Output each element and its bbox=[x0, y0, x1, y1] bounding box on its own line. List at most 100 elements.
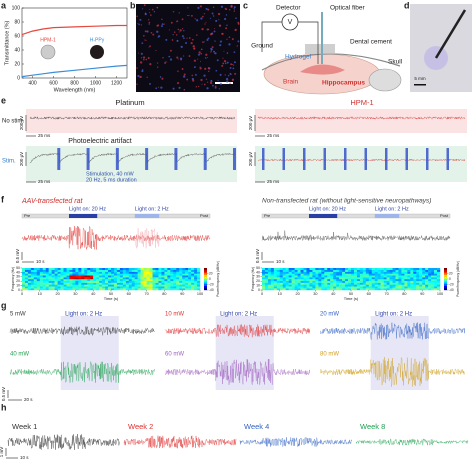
spectrogram-cell bbox=[111, 275, 115, 278]
spectrogram-cell bbox=[176, 275, 180, 278]
spectrogram-cell bbox=[134, 288, 138, 291]
spectrogram-cell bbox=[404, 284, 408, 287]
spectrogram-cell bbox=[345, 277, 349, 280]
cell-dot bbox=[183, 37, 185, 40]
spectrogram-cell bbox=[69, 286, 73, 289]
x-tick-label: 1000 bbox=[90, 80, 101, 86]
light-on bbox=[374, 214, 400, 218]
spectrogram-cell bbox=[371, 277, 375, 280]
spectrogram-cell bbox=[119, 273, 124, 276]
spectrogram-cell bbox=[57, 271, 61, 274]
spectrogram-cell bbox=[386, 288, 390, 291]
spectrogram-cell bbox=[276, 286, 280, 289]
x-axis-label: Time (s) bbox=[104, 296, 119, 301]
spectrogram-cell bbox=[389, 275, 393, 278]
spectrogram-cell bbox=[108, 286, 112, 289]
spectrogram-cell bbox=[84, 277, 88, 280]
spectrogram-cell bbox=[294, 271, 298, 274]
spectrogram-cell bbox=[66, 271, 70, 274]
spectrogram-cell bbox=[428, 273, 432, 276]
spectrogram-cell bbox=[425, 277, 429, 280]
cell-dot bbox=[146, 76, 148, 78]
spectrogram-cell bbox=[437, 277, 441, 280]
spectrogram-cell bbox=[63, 277, 67, 280]
cell-dot bbox=[192, 45, 195, 48]
cell-dot bbox=[186, 37, 188, 39]
spectrogram-cell bbox=[93, 286, 97, 289]
spectrogram-cell bbox=[42, 282, 46, 285]
spectrogram-cell bbox=[348, 271, 352, 274]
spectrogram-cell bbox=[401, 280, 405, 283]
x-tick-label: 70 bbox=[384, 292, 388, 296]
legend-label: H-PPy bbox=[90, 37, 105, 43]
spectrogram-cell bbox=[87, 284, 91, 287]
spectrogram-cell bbox=[146, 288, 150, 291]
spectrogram-cell bbox=[353, 280, 358, 283]
spectrogram-cell bbox=[416, 279, 420, 282]
spectrogram-cell bbox=[140, 279, 144, 282]
spectrogram-cell bbox=[69, 269, 73, 272]
spectrogram-cell bbox=[111, 273, 115, 276]
x-tick-label: 20 bbox=[295, 292, 299, 296]
cell-dot bbox=[178, 31, 180, 33]
spectrogram-cell bbox=[303, 284, 307, 287]
spectrogram-cell bbox=[125, 288, 129, 291]
spectrogram-cell bbox=[75, 271, 79, 274]
spectrogram-cell bbox=[158, 273, 162, 276]
spectrogram-cell bbox=[24, 288, 29, 291]
cell-dot bbox=[137, 74, 140, 78]
spectrogram-cell bbox=[105, 284, 109, 287]
label: No stim. bbox=[2, 119, 24, 125]
cell-dot bbox=[144, 30, 147, 33]
spectrogram-cell bbox=[33, 269, 38, 272]
spectrogram-cell bbox=[108, 275, 112, 278]
spectrogram-cell bbox=[161, 273, 165, 276]
spectrogram-cell bbox=[143, 284, 147, 287]
stim-pulse bbox=[86, 148, 90, 170]
cell-dot bbox=[234, 72, 237, 75]
spectrogram-cell bbox=[306, 280, 310, 283]
spectrogram-cell bbox=[285, 271, 289, 274]
label: HPM-1 bbox=[350, 98, 373, 107]
y-axis-label: Frequency (Hz) bbox=[11, 267, 15, 291]
spectrogram-cell bbox=[431, 277, 435, 280]
x-tick-label: 70 bbox=[144, 292, 148, 296]
spectrogram-cell bbox=[273, 280, 278, 283]
label: 5 mW bbox=[10, 312, 26, 318]
spectrogram-cell bbox=[48, 284, 52, 287]
spectrogram-cell bbox=[431, 286, 435, 289]
cell-dot bbox=[200, 78, 203, 82]
cell-dot bbox=[225, 27, 228, 30]
spectrogram-cell bbox=[108, 284, 112, 287]
spectrogram-cell bbox=[185, 288, 189, 291]
spectrogram-cell bbox=[339, 280, 343, 283]
spectrogram-cell bbox=[119, 284, 124, 287]
spectrogram-cell bbox=[410, 288, 414, 291]
cell-dot bbox=[159, 76, 162, 78]
spectrogram-cell bbox=[303, 282, 307, 285]
spectrogram-cell bbox=[383, 273, 387, 276]
spectrogram-cell bbox=[81, 286, 85, 289]
spectrogram-cell bbox=[413, 277, 417, 280]
spectrogram-cell bbox=[63, 269, 67, 272]
spectrogram-cell bbox=[146, 286, 150, 289]
spectrogram-cell bbox=[282, 288, 286, 291]
colorbar-cell bbox=[204, 274, 207, 277]
spectrogram-cell bbox=[300, 288, 304, 291]
spectrogram-cell bbox=[395, 271, 399, 274]
spectrogram-cell bbox=[111, 286, 115, 289]
spectrogram-cell bbox=[194, 275, 198, 278]
spectrogram-cell bbox=[22, 269, 26, 272]
spectrogram-cell bbox=[84, 273, 88, 276]
spectrogram-cell bbox=[374, 273, 378, 276]
spectrogram-cell bbox=[194, 273, 198, 276]
spectrogram-cell bbox=[428, 288, 432, 291]
cell-dot bbox=[203, 83, 206, 86]
spectrogram-cell bbox=[188, 268, 192, 271]
spectrogram-cell bbox=[111, 268, 115, 271]
spectrogram-cell bbox=[143, 280, 147, 283]
spectrogram-cell bbox=[398, 279, 402, 282]
spectrogram-cell bbox=[327, 273, 331, 276]
spectrogram-cell bbox=[345, 269, 349, 272]
spectrogram-cell bbox=[333, 279, 337, 282]
